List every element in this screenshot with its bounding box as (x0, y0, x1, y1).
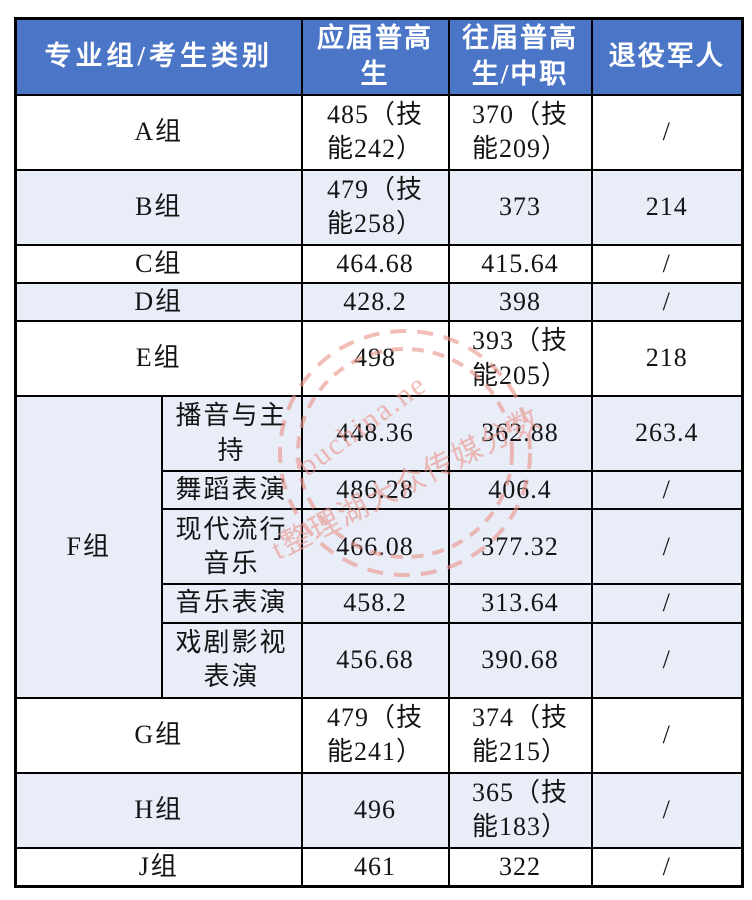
table-cell: 458.2 (300, 583, 450, 624)
table-cell: 428.2 (300, 281, 450, 323)
table-cell: / (590, 696, 744, 774)
table-cell: 415.64 (447, 243, 593, 284)
table-cell: 390.68 (447, 621, 593, 699)
table-cell: 362.88 (447, 395, 593, 473)
table-cell: / (590, 621, 744, 699)
table-cell: 461 (300, 846, 450, 888)
table-cell: 377.32 (447, 508, 593, 586)
table-cell: 406.4 (447, 470, 593, 511)
table-cell: 373 (447, 168, 593, 246)
subcategory-label: 现代流行 音乐 (160, 508, 303, 586)
column-header: 应届普高 生 (300, 17, 450, 96)
table-cell: 214 (590, 168, 744, 246)
table-cell: 313.64 (447, 583, 593, 624)
table-cell: / (590, 243, 744, 284)
table-cell: 498 (300, 320, 450, 398)
table-row: F组 播音与主 持 448.36 362.88 263.4 (14, 395, 744, 699)
table-cell: 479（技 能241） (300, 696, 450, 774)
table-cell: 398 (447, 281, 593, 323)
column-header: 退役军人 (590, 17, 744, 96)
subcategory-label: 戏剧影视 表演 (160, 621, 303, 699)
table-cell: 263.4 (590, 395, 744, 473)
table-cell: 464.68 (300, 243, 450, 284)
table-cell: / (590, 281, 744, 323)
table-row: A组 485（技 能242） 370（技 能209） / (14, 93, 744, 171)
header-row: 专业组/考生类别 应届普高 生 往届普高 生/中职 退役军人 (14, 17, 744, 96)
table-cell: / (590, 470, 744, 511)
group-label: B组 (14, 168, 303, 246)
scores-table: 专业组/考生类别 应届普高 生 往届普高 生/中职 退役军人 A组 485（技 … (14, 17, 744, 889)
group-label: J组 (14, 846, 303, 888)
table-row: J组 461 322 / (14, 846, 744, 888)
table-cell: 370（技 能209） (447, 93, 593, 171)
table-cell: / (590, 508, 744, 586)
table-row: 音乐表演 458.2 313.64 / (16, 583, 744, 624)
table-row: H组 496 365（技 能183） / (14, 771, 744, 849)
table-row: G组 479（技 能241） 374（技 能215） / (14, 696, 744, 774)
subcategory-label: 舞蹈表演 (160, 470, 303, 511)
table-cell: 496 (300, 771, 450, 849)
table-cell: 448.36 (300, 395, 450, 473)
table-cell: / (590, 93, 744, 171)
table-cell: 393（技 能205） (447, 320, 593, 398)
group-label: H组 (14, 771, 303, 849)
table-cell: 322 (447, 846, 593, 888)
table-cell: 456.68 (300, 621, 450, 699)
subcategory-label: 播音与主 持 (160, 395, 303, 473)
group-label: A组 (14, 93, 303, 171)
table-row: C组 464.68 415.64 / (14, 243, 744, 284)
table-cell: 365（技 能183） (447, 771, 593, 849)
table-cell: 466.08 (300, 508, 450, 586)
table-row: B组 479（技 能258） 373 214 (14, 168, 744, 246)
table-cell: 218 (590, 320, 744, 398)
table-cell: / (590, 846, 744, 888)
table-cell: 485（技 能242） (300, 93, 450, 171)
group-label: E组 (14, 320, 303, 398)
table-cell: / (590, 583, 744, 624)
table-row: D组 428.2 398 / (14, 281, 744, 323)
group-label: G组 (14, 696, 303, 774)
table-cell: 374（技 能215） (447, 696, 593, 774)
table-cell: / (590, 771, 744, 849)
group-label: F组 (14, 395, 163, 699)
table-row: E组 498 393（技 能205） 218 (14, 320, 744, 398)
table-cell: 486.28 (300, 470, 450, 511)
subcategory-label: 音乐表演 (160, 583, 303, 624)
column-header: 专业组/考生类别 (14, 17, 303, 96)
table-row: 戏剧影视 表演 456.68 390.68 / (16, 621, 744, 699)
column-header: 往届普高 生/中职 (447, 17, 593, 96)
group-label: D组 (14, 281, 303, 323)
group-label: C组 (14, 243, 303, 284)
table-cell: 479（技 能258） (300, 168, 450, 246)
